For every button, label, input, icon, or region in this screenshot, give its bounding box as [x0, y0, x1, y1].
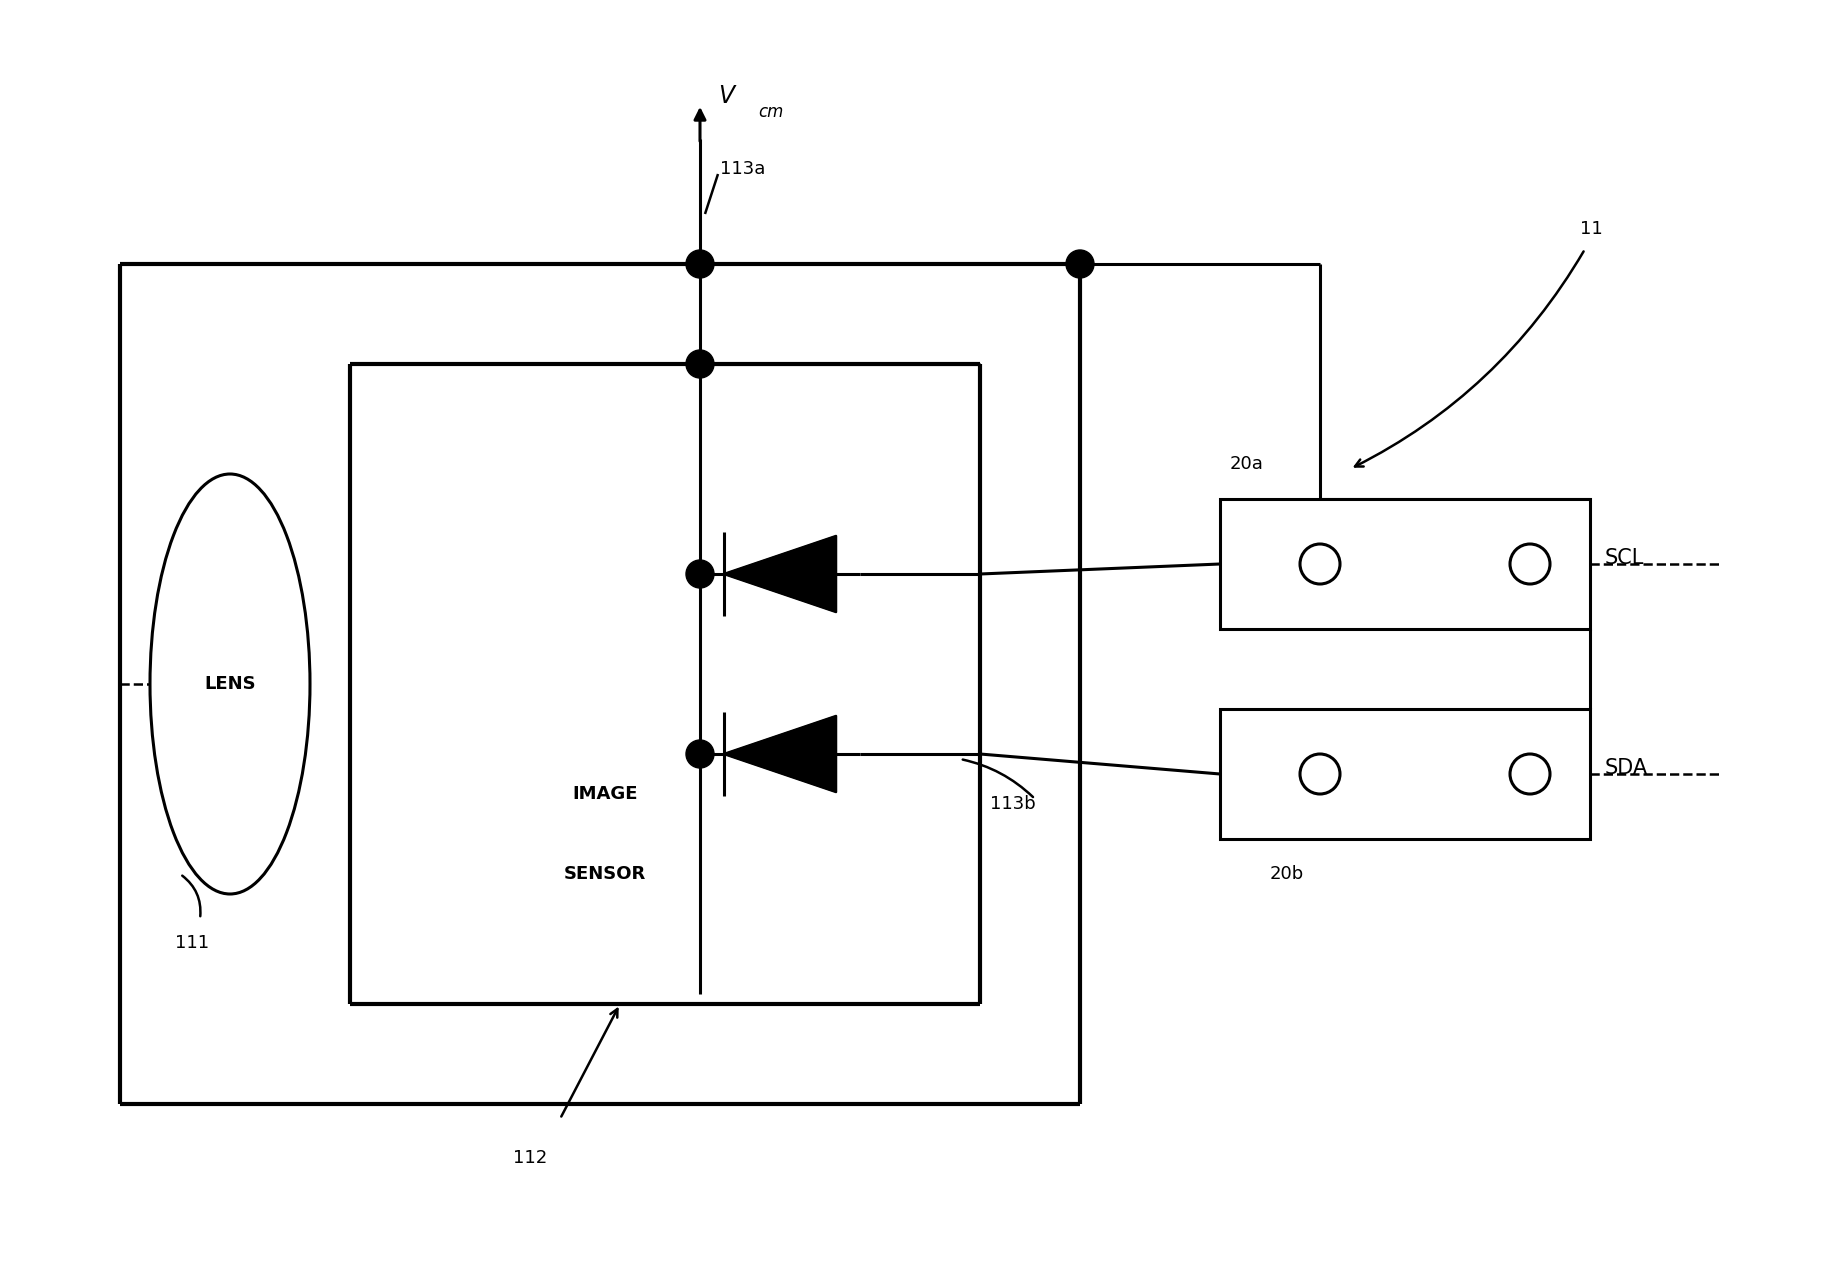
Text: SCL: SCL [1604, 548, 1644, 568]
Text: LENS: LENS [204, 675, 256, 693]
Text: cm: cm [757, 103, 783, 121]
Bar [1219, 499, 1590, 629]
Text: SDA: SDA [1604, 758, 1648, 778]
Text: 113b: 113b [989, 795, 1037, 813]
Circle shape [686, 351, 714, 377]
Bar [1219, 709, 1590, 838]
Polygon shape [725, 535, 836, 612]
Circle shape [1509, 754, 1549, 794]
Circle shape [686, 250, 714, 279]
Ellipse shape [150, 474, 310, 894]
Polygon shape [725, 716, 836, 792]
Circle shape [686, 560, 714, 588]
Text: 20a: 20a [1230, 455, 1265, 473]
Text: 113a: 113a [721, 160, 765, 178]
Text: SENSOR: SENSOR [564, 865, 646, 883]
Circle shape [1066, 250, 1093, 279]
Text: 112: 112 [513, 1149, 548, 1167]
Text: IMAGE: IMAGE [573, 785, 637, 802]
Text: V: V [717, 83, 734, 108]
Text: 11: 11 [1580, 220, 1602, 238]
Circle shape [1509, 544, 1549, 584]
Circle shape [686, 740, 714, 768]
Text: 111: 111 [175, 933, 210, 951]
Circle shape [1299, 754, 1340, 794]
Circle shape [1299, 544, 1340, 584]
Text: 20b: 20b [1270, 865, 1305, 883]
